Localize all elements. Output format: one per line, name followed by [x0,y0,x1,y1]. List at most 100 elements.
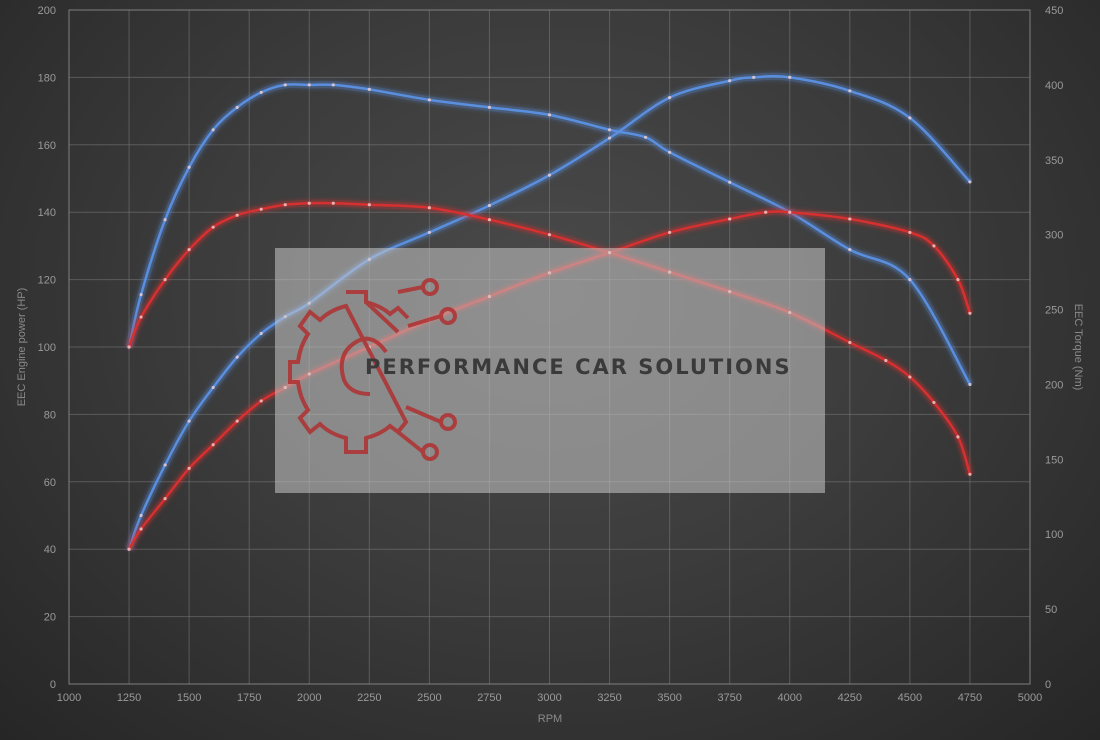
data-point [259,331,263,336]
data-point [235,419,239,423]
data-point [367,203,371,207]
data-point [788,210,792,214]
data-point [427,206,431,210]
data-point [956,435,960,439]
data-point [752,75,756,79]
x-tick-label: 4000 [778,692,802,704]
x-tick-label: 3500 [657,692,681,704]
y2-tick-label: 200 [1045,379,1063,391]
x-tick-label: 3750 [717,692,741,704]
y-tick-label: 20 [44,612,56,624]
x-tick-label: 1000 [57,692,81,704]
x-tick-label: 1750 [237,692,261,704]
y2-axis-title: EEC Torque (Nm) [1072,304,1084,391]
data-point [547,113,552,117]
x-tick-label: 1500 [177,692,201,704]
x-tick-label: 2500 [417,692,441,704]
y-axis-title: EEC Engine power (HP) [16,288,28,407]
data-point [127,345,131,349]
data-point [728,79,732,83]
data-point [307,201,311,205]
y-tick-label: 0 [50,679,56,691]
x-axis-title: RPM [538,713,562,725]
y-tick-label: 120 [38,275,56,287]
y-tick-label: 180 [38,72,56,84]
data-point [187,419,191,423]
data-point [235,213,239,217]
data-point [139,527,143,531]
data-point [259,399,263,403]
data-point [968,472,972,476]
data-point [908,116,912,120]
y-tick-label: 40 [44,544,56,556]
data-point [235,355,239,359]
data-point [139,292,143,297]
data-point [487,105,492,109]
data-point [764,210,768,214]
data-point [668,230,672,235]
data-point [848,217,852,221]
x-tick-label: 2000 [297,692,321,704]
data-point [884,358,888,363]
data-point [956,278,960,282]
y2-tick-label: 100 [1045,529,1063,541]
data-point [968,382,972,387]
x-tick-label: 2250 [357,692,381,704]
y2-tick-label: 150 [1045,454,1063,466]
data-point [427,230,431,235]
data-point [187,466,191,470]
data-point [163,463,167,467]
data-point [607,136,612,140]
data-point [283,83,287,87]
y2-tick-label: 400 [1045,80,1063,92]
data-point [668,150,672,154]
series-line [127,75,972,551]
y2-tick-label: 250 [1045,305,1063,317]
data-point [139,513,143,518]
data-point [728,180,732,184]
data-point [187,248,191,252]
data-point [211,385,215,390]
data-point [331,201,335,205]
data-point [932,400,936,405]
data-point [848,340,852,345]
data-point [908,278,912,282]
data-point [848,89,852,93]
x-tick-label: 4250 [838,692,862,704]
data-point [607,128,612,132]
x-axis-ticks: 1000 1250 1500 1750 2000 2250 2500 2750 3000 3250… [57,692,1042,704]
data-point [211,443,215,447]
data-point [259,90,263,94]
data-point [367,87,371,91]
data-point [487,218,492,222]
data-point [644,135,648,139]
data-point [547,173,552,177]
data-point [932,244,936,248]
x-tick-label: 3000 [537,692,561,704]
data-point [427,98,431,102]
series-line [127,201,972,476]
data-point [235,105,239,109]
data-point [547,233,552,237]
data-point [968,311,972,315]
y-tick-label: 160 [38,140,56,152]
x-tick-label: 1250 [117,692,141,704]
y2-tick-label: 450 [1045,5,1063,17]
y2-axis-ticks: 0 50 100 150 200 250 300 350 400 450 [1045,5,1063,691]
y-tick-label: 100 [38,342,56,354]
data-point [908,375,912,379]
y2-tick-label: 0 [1045,679,1051,691]
data-point [187,165,191,169]
y2-tick-label: 350 [1045,155,1063,167]
x-tick-label: 4750 [958,692,982,704]
y-axis-ticks: 0 20 40 60 80 100 120 140 160 180 200 [38,5,56,691]
data-point [163,218,167,222]
data-point [139,315,143,319]
y2-tick-label: 300 [1045,230,1063,242]
data-point [127,547,131,551]
data-point [307,83,311,87]
y-tick-label: 60 [44,477,56,489]
x-tick-label: 2750 [477,692,501,704]
data-point [331,83,335,87]
x-tick-label: 3250 [597,692,621,704]
